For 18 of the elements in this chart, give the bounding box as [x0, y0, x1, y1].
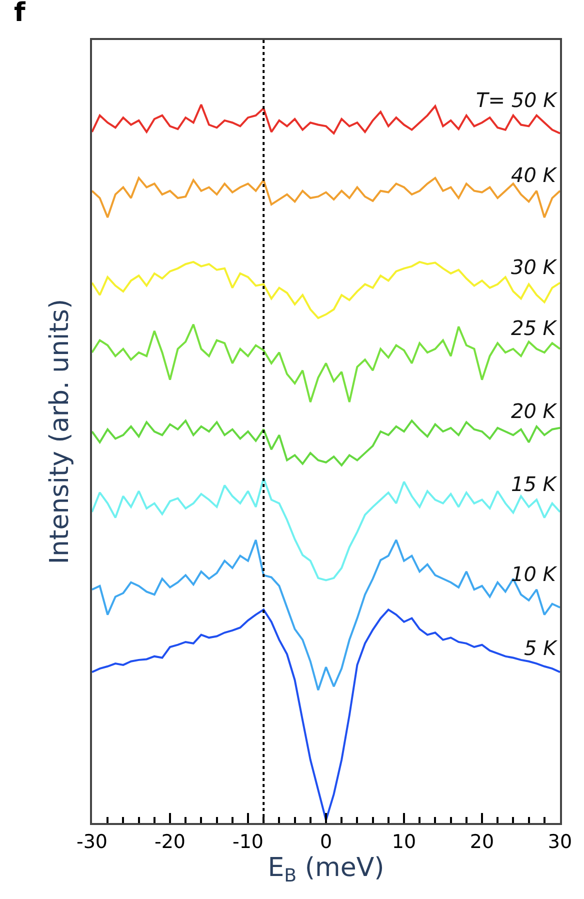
series-label: 40 K — [511, 163, 558, 187]
x-tick-label: 0 — [320, 830, 332, 853]
x-tick-label: -20 — [154, 830, 186, 853]
text: f — [14, 0, 26, 28]
series-label: 15 K — [511, 472, 558, 496]
series-label: 5 K — [524, 636, 558, 660]
x-tick-label: 30 — [548, 830, 572, 853]
y-axis-title: Intensity (arb. units) — [44, 298, 75, 564]
series-label: 30 K — [511, 255, 558, 279]
series-label: T= 50 K — [476, 88, 558, 112]
series-label: 10 K — [511, 562, 558, 586]
x-tick-label: 20 — [470, 830, 494, 853]
x-axis-title: E$_{B}$ (meV) — [268, 852, 384, 886]
x-tick-label: -30 — [76, 830, 108, 853]
x-tick-label: -10 — [232, 830, 264, 853]
series-label: 20 K — [511, 399, 558, 423]
series-label: 25 K — [511, 316, 558, 340]
x-tick-label: 10 — [392, 830, 416, 853]
